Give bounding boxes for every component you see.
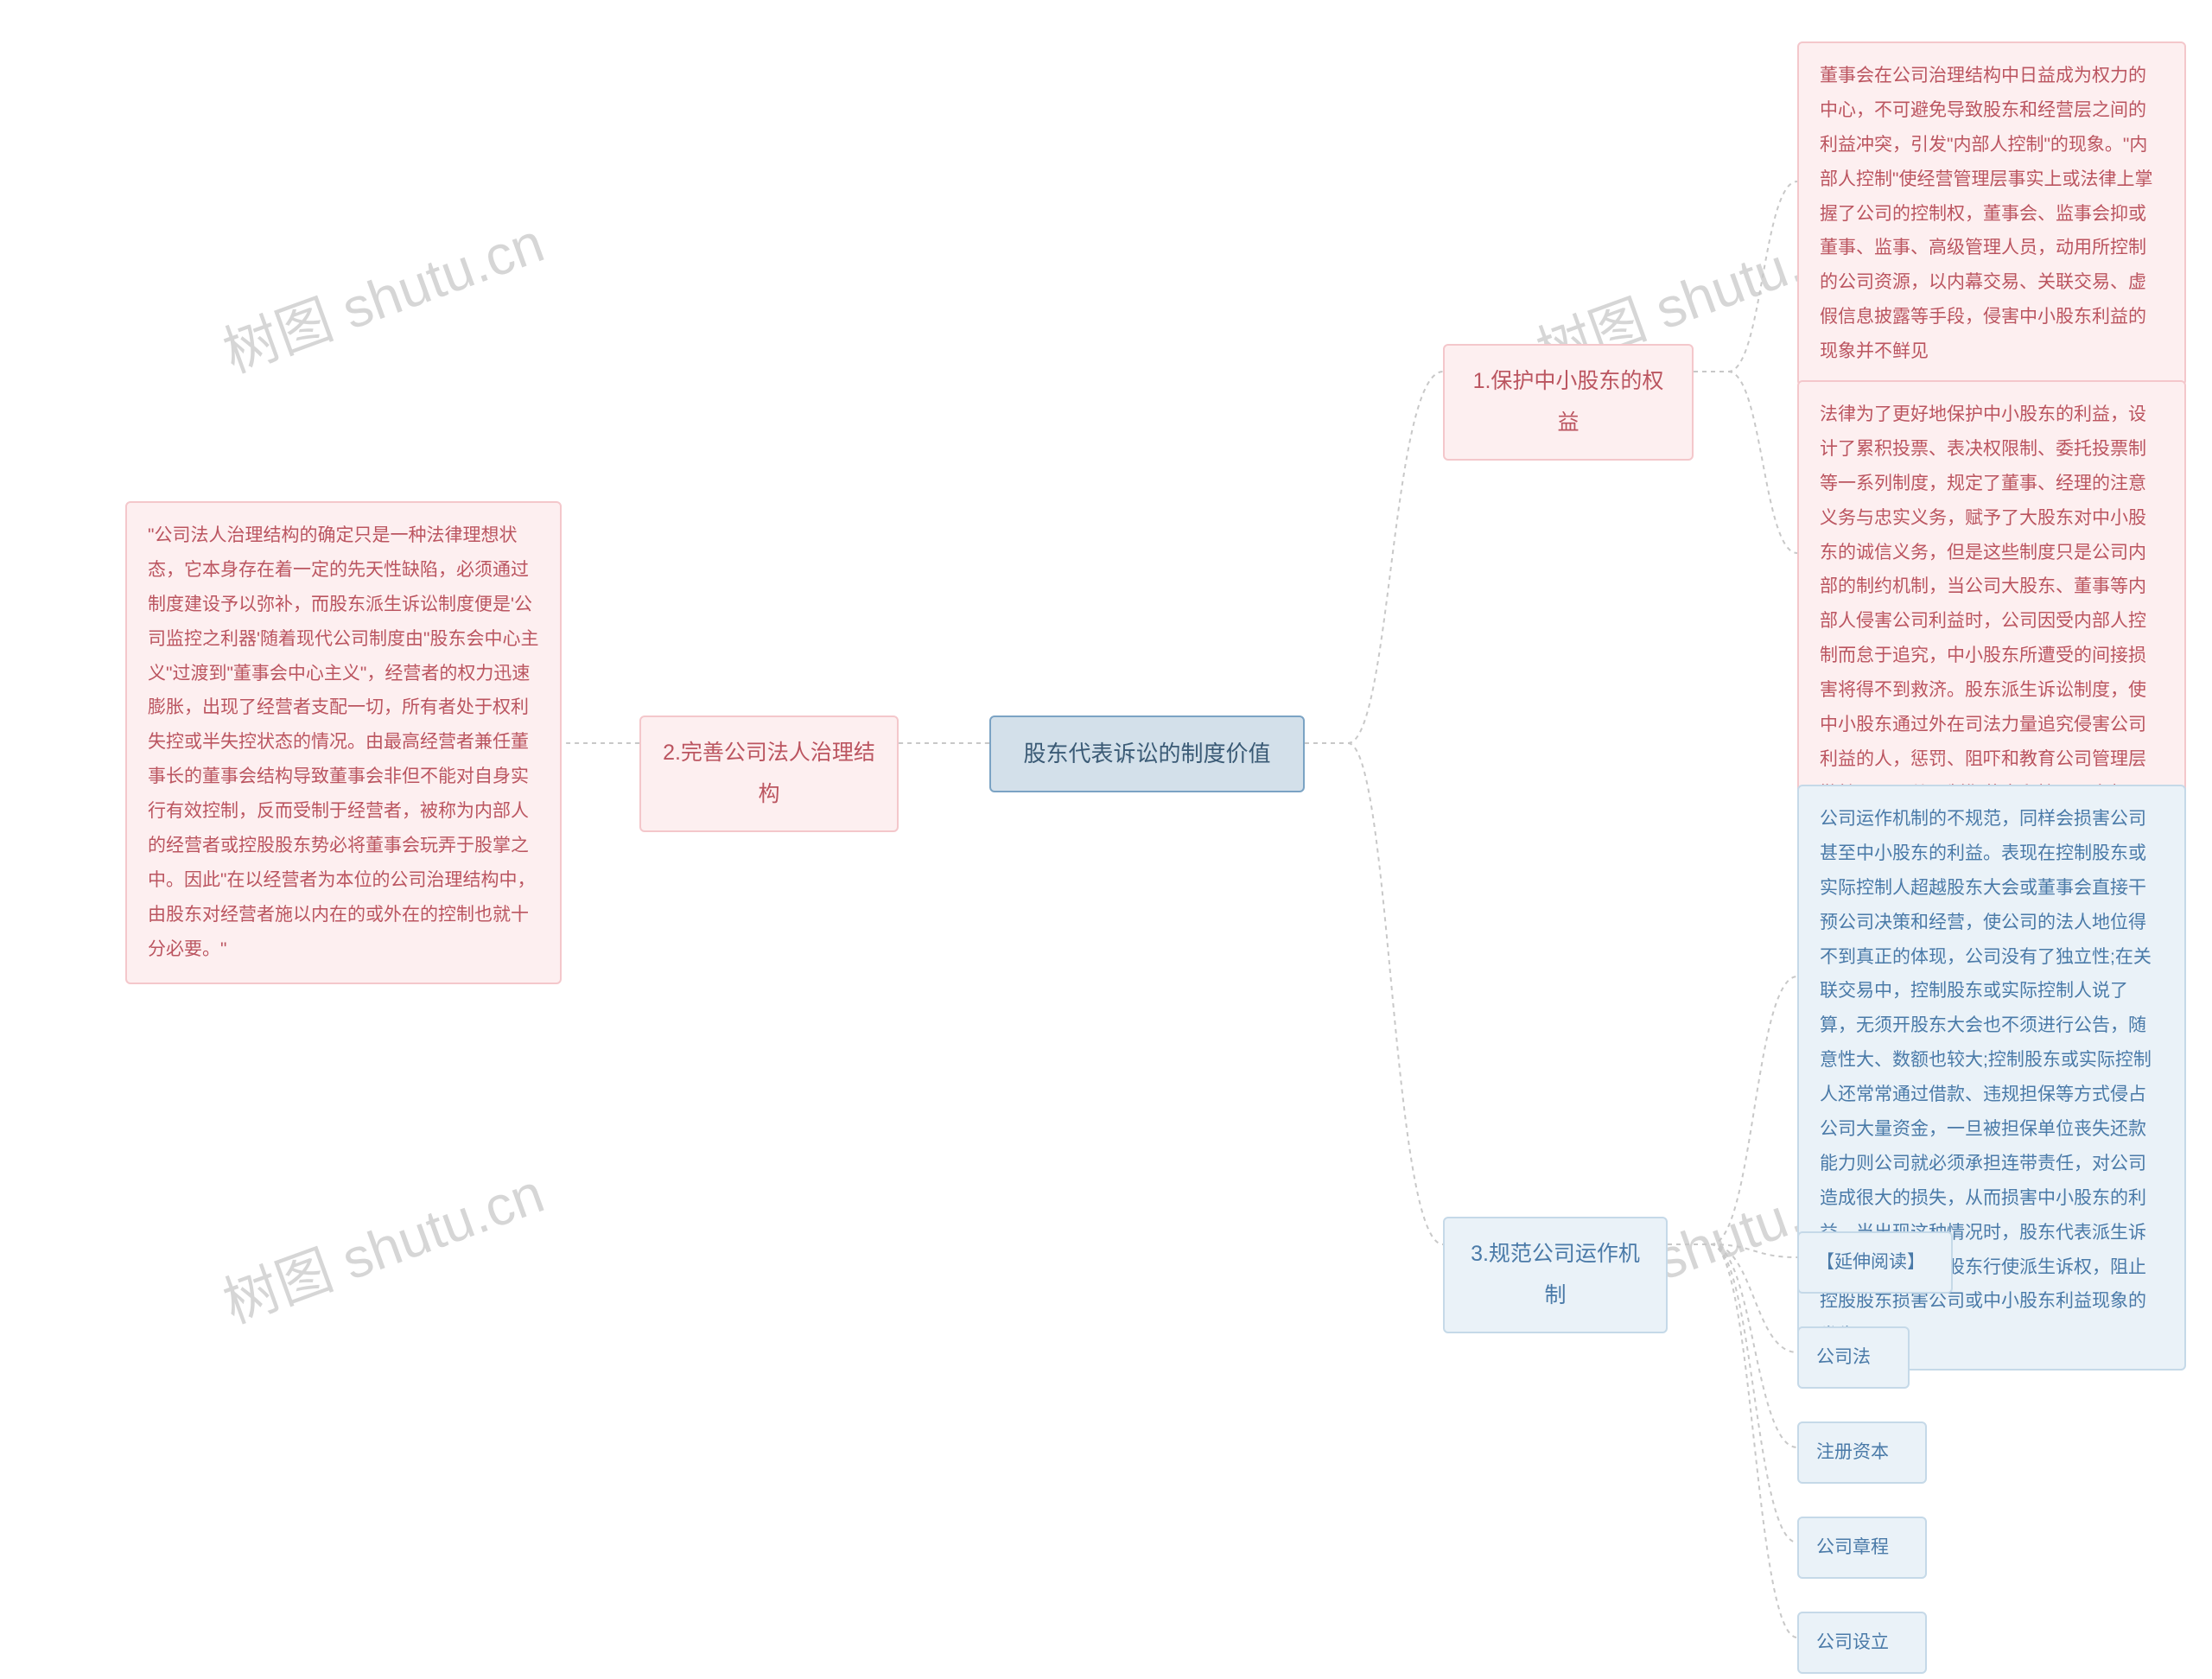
branch-3-link-5-label: 公司设立	[1816, 1632, 1889, 1652]
branch-3-title[interactable]: 3.规范公司运作机制	[1443, 1217, 1668, 1333]
branch-1-title-label: 1.保护中小股东的权益	[1473, 369, 1664, 435]
center-topic-label: 股东代表诉讼的制度价值	[1023, 741, 1270, 766]
branch-3-link-extended-reading[interactable]: 【延伸阅读】	[1797, 1231, 1953, 1294]
branch-3-link-company-law[interactable]: 公司法	[1797, 1326, 1910, 1389]
branch-3-link-registered-capital[interactable]: 注册资本	[1797, 1421, 1927, 1484]
center-topic[interactable]: 股东代表诉讼的制度价值	[989, 715, 1305, 792]
branch-3-link-4-label: 公司章程	[1816, 1537, 1889, 1557]
branch-3-link-3-label: 注册资本	[1816, 1442, 1889, 1462]
branch-3-link-2-label: 公司法	[1816, 1347, 1871, 1367]
branch-3-title-label: 3.规范公司运作机制	[1471, 1242, 1640, 1307]
branch-1-body-a-text: 董事会在公司治理结构中日益成为权力的中心，不可避免导致股东和经营层之间的利益冲突…	[1820, 66, 2152, 361]
branch-2-body-text: "公司法人治理结构的确定只是一种法律理想状态，它本身存在着一定的先天性缺陷，必须…	[148, 525, 538, 959]
branch-1-title[interactable]: 1.保护中小股东的权益	[1443, 344, 1694, 461]
watermark: 树图 shutu.cn	[211, 199, 553, 388]
branch-3-link-1-label: 【延伸阅读】	[1816, 1252, 1925, 1272]
branch-3-link-company-establishment[interactable]: 公司设立	[1797, 1612, 1927, 1674]
branch-2-body[interactable]: "公司法人治理结构的确定只是一种法律理想状态，它本身存在着一定的先天性缺陷，必须…	[125, 501, 562, 984]
branch-2-title-label: 2.完善公司法人治理结构	[663, 741, 875, 806]
branch-1-body-b-text: 法律为了更好地保护中小股东的利益，设计了累积投票、表决权限制、委托投票制等一系列…	[1820, 404, 2146, 838]
watermark: 树图 shutu.cn	[211, 1149, 553, 1339]
branch-1-body-a[interactable]: 董事会在公司治理结构中日益成为权力的中心，不可避免导致股东和经营层之间的利益冲突…	[1797, 41, 2186, 386]
branch-2-title[interactable]: 2.完善公司法人治理结构	[639, 715, 899, 832]
branch-3-link-articles[interactable]: 公司章程	[1797, 1517, 1927, 1579]
